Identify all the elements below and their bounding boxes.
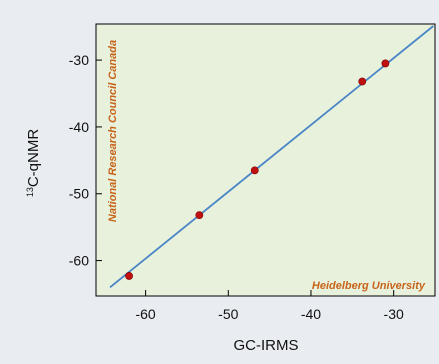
x-tick-label: -60	[135, 306, 155, 322]
data-point	[381, 59, 390, 68]
x-axis-ticks: -60 -50 -40 -30	[135, 290, 404, 322]
y-axis-label-main: C-qNMR	[25, 129, 42, 187]
data-point	[125, 272, 133, 280]
data-point	[250, 166, 259, 175]
y-axis-label-superscript: 13	[25, 187, 35, 197]
data-point	[195, 211, 204, 220]
x-tick-label: -30	[384, 306, 404, 322]
y-tick-label: -50	[69, 186, 89, 202]
y-axis-label-group: 13C-qNMR	[25, 129, 42, 198]
data-point	[358, 77, 367, 86]
y-axis-label: 13C-qNMR	[25, 129, 42, 198]
y-axis-ticks: -60 -50 -40 -30	[69, 52, 102, 269]
y-tick-label: -60	[69, 253, 89, 269]
left-annotation: National Research Council Canada	[107, 40, 119, 222]
x-axis-label: GC-IRMS	[234, 337, 299, 354]
y-tick-label: -40	[69, 119, 89, 135]
fit-line	[109, 25, 434, 289]
y-tick-label: -30	[69, 52, 89, 68]
x-tick-label: -50	[218, 306, 238, 322]
x-tick-label: -40	[301, 306, 321, 322]
data-points	[125, 59, 390, 280]
bottom-right-annotation: Heidelberg University	[312, 280, 426, 292]
